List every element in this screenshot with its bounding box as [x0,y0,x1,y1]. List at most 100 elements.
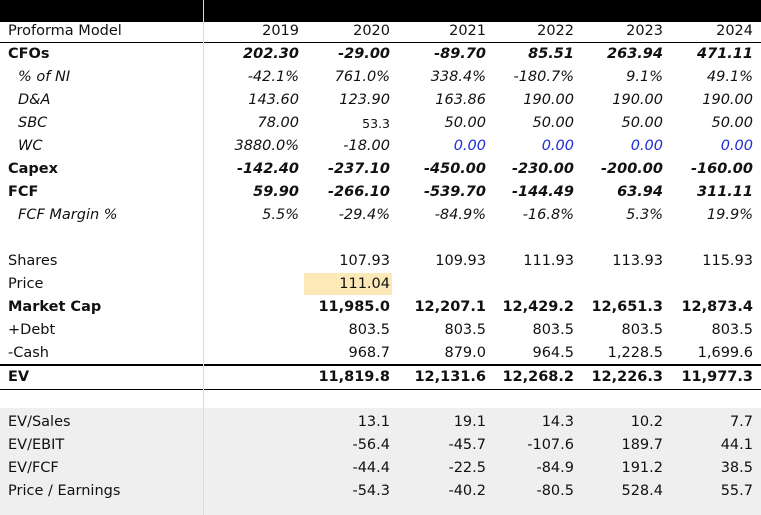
cell[interactable]: 11,977.3 [681,369,753,385]
cell[interactable]: -40.2 [448,483,486,499]
cell[interactable]: 111.93 [523,253,574,269]
cell[interactable]: 263.94 [607,46,663,62]
year-header[interactable]: 2023 [626,23,663,39]
cell[interactable]: 803.5 [532,322,574,338]
cell[interactable]: -18.00 [343,138,390,154]
cell[interactable]: 123.90 [339,92,390,108]
cell[interactable]: -54.3 [352,483,390,499]
cell[interactable]: -56.4 [352,437,390,453]
cell[interactable]: 964.5 [532,345,574,361]
row-label[interactable]: Market Cap [8,299,102,315]
cell[interactable]: 49.1% [706,69,753,85]
cell[interactable]: 63.94 [617,184,663,200]
row-label[interactable]: FCF [8,184,39,200]
cell[interactable]: -160.00 [691,161,753,177]
cell[interactable]: 12,651.3 [591,299,663,315]
cell[interactable]: 968.7 [348,345,390,361]
year-header[interactable]: 2019 [262,23,299,39]
year-header[interactable]: 2020 [353,23,390,39]
year-header[interactable]: 2021 [449,23,486,39]
row-label[interactable]: EV [8,369,30,385]
input-cell[interactable]: 0.00 [720,138,753,154]
cell[interactable]: 190.00 [702,92,753,108]
price-input-cell[interactable]: 111.04 [339,276,390,292]
cell[interactable]: -44.4 [352,460,390,476]
row-label[interactable]: D&A [18,92,51,108]
cell[interactable]: -200.00 [601,161,663,177]
row-label[interactable]: EV/EBIT [8,437,65,453]
cell[interactable]: 19.9% [706,207,753,223]
cell[interactable]: 311.11 [697,184,753,200]
cell[interactable]: 44.1 [720,437,753,453]
cell[interactable]: 55.7 [720,483,753,499]
input-cell[interactable]: 0.00 [541,138,574,154]
cell[interactable]: 12,873.4 [681,299,753,315]
cell[interactable]: -45.7 [448,437,486,453]
cell[interactable]: 12,429.2 [502,299,574,315]
cell[interactable]: 14.3 [541,414,574,430]
row-label[interactable]: +Debt [8,322,56,338]
cell[interactable]: -29.4% [338,207,390,223]
cell[interactable]: 761.0% [334,69,390,85]
cell[interactable]: -84.9 [536,460,574,476]
cell[interactable]: 85.51 [528,46,574,62]
cell[interactable]: 803.5 [444,322,486,338]
cell[interactable]: 50.00 [711,115,753,131]
cell[interactable]: -450.00 [424,161,486,177]
cell[interactable]: 7.7 [729,414,753,430]
row-label[interactable]: -Cash [8,345,49,361]
cell[interactable]: -16.8% [522,207,574,223]
cell[interactable]: 163.86 [435,92,486,108]
cell[interactable]: -22.5 [448,460,486,476]
cell[interactable]: -266.10 [328,184,390,200]
row-label[interactable]: CFOs [8,46,50,62]
cell[interactable]: 12,207.1 [414,299,486,315]
cell[interactable]: 5.3% [626,207,663,223]
cell[interactable]: 11,985.0 [318,299,390,315]
cell[interactable]: 12,268.2 [502,369,574,385]
cell[interactable]: 191.2 [621,460,663,476]
cell[interactable]: 803.5 [621,322,663,338]
cell[interactable]: 879.0 [444,345,486,361]
cell[interactable]: 3880.0% [234,138,299,154]
cell[interactable]: 5.5% [262,207,299,223]
cell[interactable]: -107.6 [527,437,574,453]
cell[interactable]: 1,699.6 [697,345,753,361]
cell[interactable]: 803.5 [711,322,753,338]
cell[interactable]: -144.49 [512,184,574,200]
row-label[interactable]: Capex [8,161,58,177]
cell[interactable]: 109.93 [435,253,486,269]
cell[interactable]: 115.93 [702,253,753,269]
cell[interactable]: 190.00 [612,92,663,108]
cell[interactable]: -539.70 [424,184,486,200]
cell[interactable]: 50.00 [621,115,663,131]
cell[interactable]: 78.00 [257,115,299,131]
row-label[interactable]: EV/FCF [8,460,59,476]
cell[interactable]: 202.30 [243,46,299,62]
row-label[interactable]: Price [8,276,44,292]
cell[interactable]: 13.1 [357,414,390,430]
input-cell[interactable]: 0.00 [453,138,486,154]
row-label[interactable]: FCF Margin % [18,207,118,223]
cell[interactable]: -237.10 [328,161,390,177]
cell[interactable]: -84.9% [434,207,486,223]
cell[interactable]: 107.93 [339,253,390,269]
cell[interactable]: 338.4% [430,69,486,85]
year-header[interactable]: 2022 [537,23,574,39]
row-label[interactable]: Shares [8,253,58,269]
cell[interactable]: -29.00 [338,46,390,62]
row-label[interactable]: Price / Earnings [8,483,121,499]
cell[interactable]: 59.90 [253,184,299,200]
cell[interactable]: 113.93 [612,253,663,269]
cell[interactable]: 143.60 [248,92,299,108]
cell[interactable]: 12,226.3 [591,369,663,385]
cell[interactable]: -230.00 [512,161,574,177]
year-header[interactable]: 2024 [716,23,753,39]
cell[interactable]: 471.11 [697,46,753,62]
cell[interactable]: -42.1% [247,69,299,85]
cell[interactable]: -180.7% [513,69,574,85]
cell[interactable]: 190.00 [523,92,574,108]
cell[interactable]: 11,819.8 [318,369,390,385]
cell[interactable]: 189.7 [621,437,663,453]
cell[interactable]: 10.2 [630,414,663,430]
